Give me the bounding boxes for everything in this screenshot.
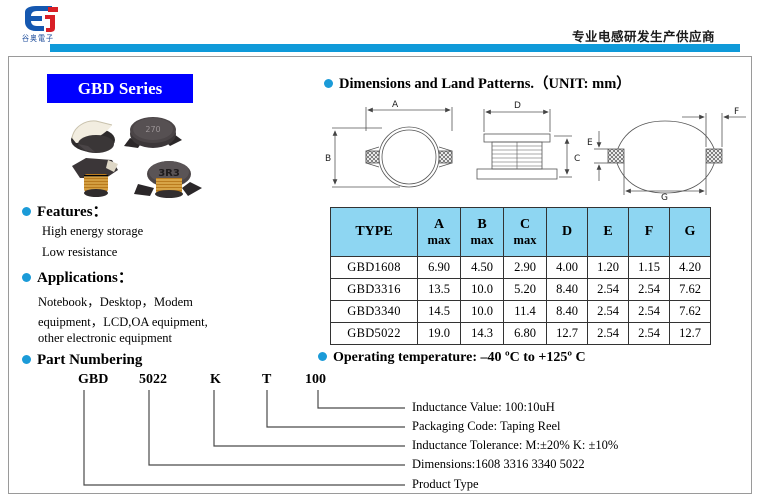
drawing-label-A: A — [392, 100, 399, 110]
pn-code-tolerance: K — [210, 372, 221, 387]
cell-e: 2.54 — [587, 278, 629, 301]
table-row: GBD3316 13.5 10.0 5.20 8.40 2.54 2.54 7.… — [330, 278, 711, 301]
page-header: 谷奥電子 专业电感研发生产供应商 — [0, 0, 762, 52]
table-row: GBD3340 14.5 10.0 11.4 8.40 2.54 2.54 7.… — [330, 300, 711, 323]
drawing-label-D: D — [514, 101, 521, 111]
cell-d: 12.7 — [546, 322, 588, 345]
pn-legend-dimensions: Dimensions:1608 3316 3340 5022 — [412, 457, 585, 471]
product-photo-2: 270 — [124, 117, 182, 148]
drawing-label-G: G — [661, 193, 668, 200]
cell-e: 2.54 — [587, 300, 629, 323]
drawing-label-B: B — [325, 154, 331, 164]
cell-a: 13.5 — [417, 278, 461, 301]
col-header-b: B max — [460, 207, 504, 257]
col-header-f: F — [628, 207, 670, 257]
svg-text:3R3: 3R3 — [158, 168, 180, 179]
cell-c: 11.4 — [503, 300, 547, 323]
features-heading: Features： — [22, 200, 108, 221]
drawing-land-pattern — [594, 113, 746, 195]
header-accent-bar — [50, 44, 740, 52]
cell-f: 2.54 — [628, 278, 670, 301]
cell-f: 2.54 — [628, 300, 670, 323]
series-title-box: GBD Series — [47, 74, 193, 103]
cell-c: 6.80 — [503, 322, 547, 345]
applications-line-2: other electronic equipment — [38, 331, 172, 345]
logo-g-icon — [25, 6, 58, 32]
applications-line-1: equipment，LCD,OA equipment, — [38, 315, 208, 329]
dimension-drawings: A B D C E F G — [322, 95, 750, 203]
table-header-row: TYPE A max B max C max D E — [330, 207, 711, 257]
content-frame — [8, 56, 752, 494]
cell-g: 7.62 — [669, 278, 711, 301]
bullet-dot-icon — [318, 352, 327, 362]
pn-code-inductance: 100 — [305, 372, 326, 387]
col-header-e: E — [587, 207, 629, 257]
cell-a: 19.0 — [417, 322, 461, 345]
col-header-c: C max — [503, 207, 547, 257]
features-item-1: Low resistance — [42, 245, 118, 259]
drawing-top-view — [332, 107, 453, 188]
dimensions-heading: Dimensions and Land Patterns.（UNIT: mm） — [324, 72, 631, 93]
cell-type: GBD5022 — [330, 322, 418, 345]
pn-legend-packaging-code: Packaging Code: Taping Reel — [412, 419, 561, 433]
part-numbering-heading: Part Numbering — [22, 352, 142, 369]
bullet-dot-icon — [22, 355, 31, 365]
product-photo-4: 3R3 — [134, 161, 202, 198]
pn-legend-inductance-tolerance: Inductance Tolerance: M:±20% K: ±10% — [412, 438, 619, 452]
cell-g: 4.20 — [669, 256, 711, 279]
cell-type: GBD3316 — [330, 278, 418, 301]
cell-b: 14.3 — [460, 322, 504, 345]
logo-chinese-text: 谷奥電子 — [22, 34, 54, 44]
cell-b: 10.0 — [460, 300, 504, 323]
drawing-label-F: F — [734, 107, 739, 117]
cell-f: 1.15 — [628, 256, 670, 279]
header-slogan: 专业电感研发生产供应商 — [572, 29, 716, 44]
product-photo-1 — [71, 120, 115, 153]
cell-type: GBD3340 — [330, 300, 418, 323]
product-photo-3 — [72, 158, 118, 197]
col-header-d: D — [546, 207, 588, 257]
cell-d: 8.40 — [546, 300, 588, 323]
cell-e: 1.20 — [587, 256, 629, 279]
cell-d: 4.00 — [546, 256, 588, 279]
applications-line-0: Notebook，Desktop，Modem — [38, 295, 193, 309]
series-title: GBD Series — [77, 79, 163, 98]
cell-c: 5.20 — [503, 278, 547, 301]
cell-e: 2.54 — [587, 322, 629, 345]
specification-table: TYPE A max B max C max D E — [330, 207, 711, 345]
col-header-type: TYPE — [330, 207, 418, 257]
cell-d: 8.40 — [546, 278, 588, 301]
bullet-dot-icon — [22, 273, 31, 283]
cell-b: 4.50 — [460, 256, 504, 279]
drawing-side-view — [476, 109, 572, 180]
pn-legend-product-type: Product Type — [412, 477, 479, 491]
cell-c: 2.90 — [503, 256, 547, 279]
col-header-a: A max — [417, 207, 461, 257]
cell-f: 2.54 — [628, 322, 670, 345]
col-header-g: G — [669, 207, 711, 257]
product-photos: 270 3R3 — [58, 112, 213, 198]
cell-g: 12.7 — [669, 322, 711, 345]
company-logo: 谷奥電子 — [22, 6, 80, 48]
svg-text:270: 270 — [145, 125, 160, 134]
operating-temperature: Operating temperature: –40 ºC to +125º C — [318, 350, 586, 366]
table-row: GBD5022 19.0 14.3 6.80 12.7 2.54 2.54 12… — [330, 322, 711, 345]
drawing-label-E: E — [587, 138, 593, 148]
cell-type: GBD1608 — [330, 256, 418, 279]
cell-a: 14.5 — [417, 300, 461, 323]
pn-code-packaging: T — [262, 372, 272, 387]
drawing-label-C: C — [574, 154, 580, 164]
bullet-dot-icon — [22, 207, 31, 217]
pn-legend-inductance-value: Inductance Value: 100:10uH — [412, 400, 555, 414]
table-row: GBD1608 6.90 4.50 2.90 4.00 1.20 1.15 4.… — [330, 256, 711, 279]
cell-g: 7.62 — [669, 300, 711, 323]
pn-code-dimensions: 5022 — [139, 372, 167, 387]
bullet-dot-icon — [324, 79, 333, 89]
cell-b: 10.0 — [460, 278, 504, 301]
features-item-0: High energy storage — [42, 224, 144, 238]
applications-heading: Applications： — [22, 266, 133, 287]
cell-a: 6.90 — [417, 256, 461, 279]
pn-code-product-type: GBD — [78, 372, 109, 387]
